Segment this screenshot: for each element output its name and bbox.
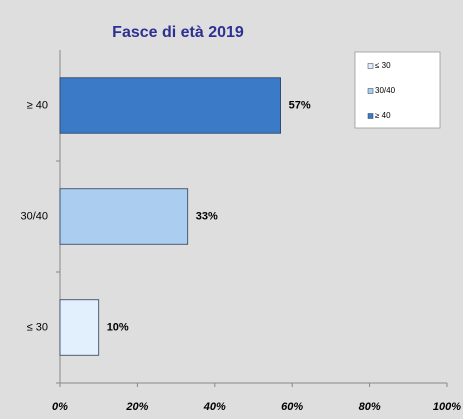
x-tick-label: 100% — [433, 401, 461, 413]
bar — [59, 188, 189, 245]
x-tick-label: 0% — [52, 401, 68, 413]
legend-swatch — [367, 113, 374, 119]
legend-swatch — [367, 63, 374, 69]
legend-swatch — [367, 88, 374, 94]
y-tick-label: ≤ 30 — [27, 321, 48, 333]
value-label: 10% — [107, 321, 129, 333]
legend-label: ≥ 40 — [375, 111, 391, 120]
legend-label: ≤ 30 — [375, 61, 391, 70]
y-tick-label: ≥ 40 — [27, 99, 48, 111]
bar — [59, 77, 281, 134]
chart-title: Fasce di età 2019 — [112, 24, 244, 41]
y-tick-label: 30/40 — [20, 210, 48, 222]
value-label: 33% — [196, 210, 218, 222]
x-tick-label: 60% — [281, 401, 303, 413]
legend-label: 30/40 — [375, 86, 396, 95]
x-tick-label: 20% — [125, 401, 148, 413]
value-label: 57% — [289, 99, 311, 111]
x-tick-label: 80% — [359, 401, 381, 413]
x-tick-label: 40% — [203, 401, 226, 413]
bar — [59, 299, 100, 356]
